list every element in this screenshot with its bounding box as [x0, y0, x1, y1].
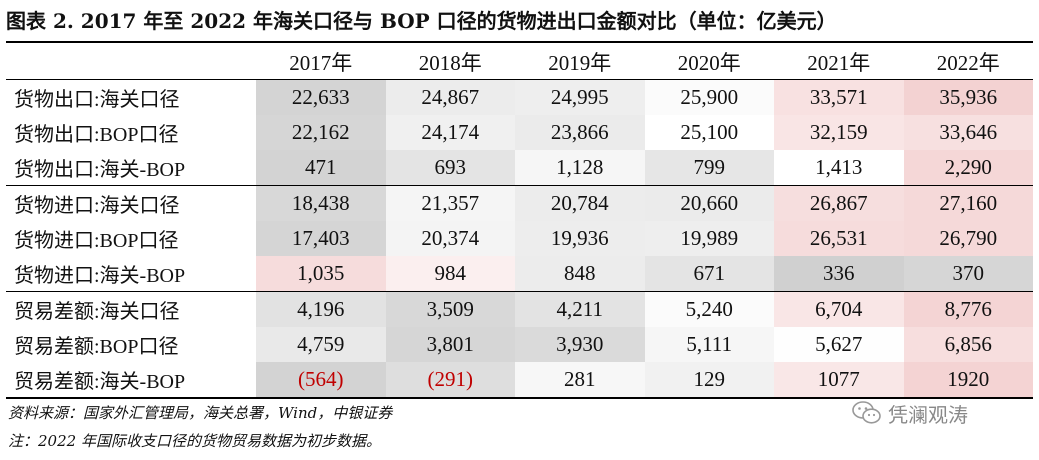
value-cell: 370 [903, 256, 1033, 292]
value-cell: 26,867 [774, 185, 904, 221]
value-cell: 25,900 [644, 79, 774, 115]
value-cell: 27,160 [903, 185, 1033, 221]
row-label: 贸易差额:BOP口径 [14, 336, 179, 358]
value-cell: 3,801 [385, 327, 515, 362]
watermark: 凭澜观涛 [852, 398, 968, 428]
value-cell: 799 [644, 150, 774, 186]
value-cell: 671 [644, 256, 774, 292]
header-corner [6, 45, 256, 80]
column-header: 2019年 [548, 51, 612, 75]
value-cell: 693 [385, 150, 515, 186]
value-cell: 5,111 [644, 327, 774, 362]
value-cell: 6,704 [774, 291, 904, 327]
table-row: 货物进口:BOP口径 17,403 20,374 19,936 19,989 26,531… [6, 221, 1033, 256]
value-cell: 2,290 [903, 150, 1033, 186]
value-cell: 33,646 [903, 115, 1033, 150]
column-header: 2021年 [807, 51, 871, 75]
table-row: 贸易差额:海关-BOP (564) (291) 281 129 1077 1920 [6, 362, 1033, 398]
source-note: 资料来源：国家外汇管理局，海关总署，Wind，中银证券 [8, 404, 393, 422]
value-cell: 1,413 [774, 150, 904, 186]
value-cell: 4,196 [256, 291, 386, 327]
value-cell: 35,936 [903, 79, 1033, 115]
row-label: 货物出口:BOP口径 [14, 124, 179, 146]
value-cell: 32,159 [774, 115, 904, 150]
value-cell: (564) [256, 362, 386, 398]
value-cell: 19,936 [515, 221, 645, 256]
value-cell: 26,790 [903, 221, 1033, 256]
value-cell: 6,856 [903, 327, 1033, 362]
column-header: 2022年 [936, 51, 1000, 75]
value-cell: 3,509 [385, 291, 515, 327]
value-cell: 20,784 [515, 185, 645, 221]
value-cell: 3,930 [515, 327, 645, 362]
column-header: 2018年 [418, 51, 482, 75]
value-cell: 5,240 [644, 291, 774, 327]
value-cell: 17,403 [256, 221, 386, 256]
table-row: 货物进口:海关口径 18,438 21,357 20,784 20,660 26,867 2… [6, 185, 1033, 221]
top-rule [6, 41, 1033, 43]
table-row: 货物出口:BOP口径 22,162 24,174 23,866 25,100 32,159… [6, 115, 1033, 150]
watermark-text: 凭澜观涛 [888, 402, 968, 427]
value-cell: 336 [774, 256, 904, 292]
value-cell: 1,035 [256, 256, 386, 292]
header-row: 2017年 2018年 2019年 2020年 2021年 2022年 [6, 45, 1033, 80]
value-cell: 26,531 [774, 221, 904, 256]
value-cell: 471 [256, 150, 386, 186]
row-label: 货物进口:海关-BOP [14, 265, 186, 287]
value-cell: 24,867 [385, 79, 515, 115]
value-cell: 22,162 [256, 115, 386, 150]
table-row: 货物出口:海关-BOP 471 693 1,128 799 1,413 2,290 [6, 150, 1033, 186]
value-cell: 24,174 [385, 115, 515, 150]
value-cell: 281 [515, 362, 645, 398]
value-cell: 20,374 [385, 221, 515, 256]
table-row: 贸易差额:海关口径 4,196 3,509 4,211 5,240 6,704 8,776 [6, 291, 1033, 327]
value-cell: 19,989 [644, 221, 774, 256]
value-cell: 22,633 [256, 79, 386, 115]
column-header: 2017年 [289, 51, 353, 75]
value-cell: 25,100 [644, 115, 774, 150]
wechat-icon [852, 401, 881, 424]
column-header: 2020年 [677, 51, 741, 75]
row-label: 货物进口:BOP口径 [14, 230, 179, 252]
table-row: 货物出口:海关口径 22,633 24,867 24,995 25,900 33,571 3… [6, 79, 1033, 115]
value-cell: 18,438 [256, 185, 386, 221]
comparison-table: 2017年 2018年 2019年 2020年 2021年 2022年 货物出口… [6, 45, 1033, 399]
row-label: 贸易差额:海关-BOP [14, 371, 186, 393]
value-cell: 4,759 [256, 327, 386, 362]
footnote: 注：2022 年国际收支口径的货物贸易数据为初步数据。 [8, 432, 381, 450]
row-label: 货物出口:海关-BOP [14, 159, 186, 181]
value-cell: 33,571 [774, 79, 904, 115]
row-label: 货物出口:海关口径 [14, 89, 180, 111]
value-cell: 984 [385, 256, 515, 292]
figure-title: 图表 2. 2017 年至 2022 年海关口径与 BOP 口径的货物进出口金额… [6, 9, 837, 33]
value-cell: 21,357 [385, 185, 515, 221]
value-cell: 5,627 [774, 327, 904, 362]
table-row: 货物进口:海关-BOP 1,035 984 848 671 336 370 [6, 256, 1033, 292]
value-cell: 1920 [903, 362, 1033, 398]
table-row: 贸易差额:BOP口径 4,759 3,801 3,930 5,111 5,627 6,856 [6, 327, 1033, 362]
value-cell: (291) [385, 362, 515, 398]
value-cell: 1077 [774, 362, 904, 398]
value-cell: 8,776 [903, 291, 1033, 327]
value-cell: 24,995 [515, 79, 645, 115]
row-label: 货物进口:海关口径 [14, 195, 180, 217]
row-label: 贸易差额:海关口径 [14, 301, 180, 323]
value-cell: 23,866 [515, 115, 645, 150]
value-cell: 4,211 [515, 291, 645, 327]
value-cell: 20,660 [644, 185, 774, 221]
value-cell: 848 [515, 256, 645, 292]
value-cell: 1,128 [515, 150, 645, 186]
value-cell: 129 [644, 362, 774, 398]
